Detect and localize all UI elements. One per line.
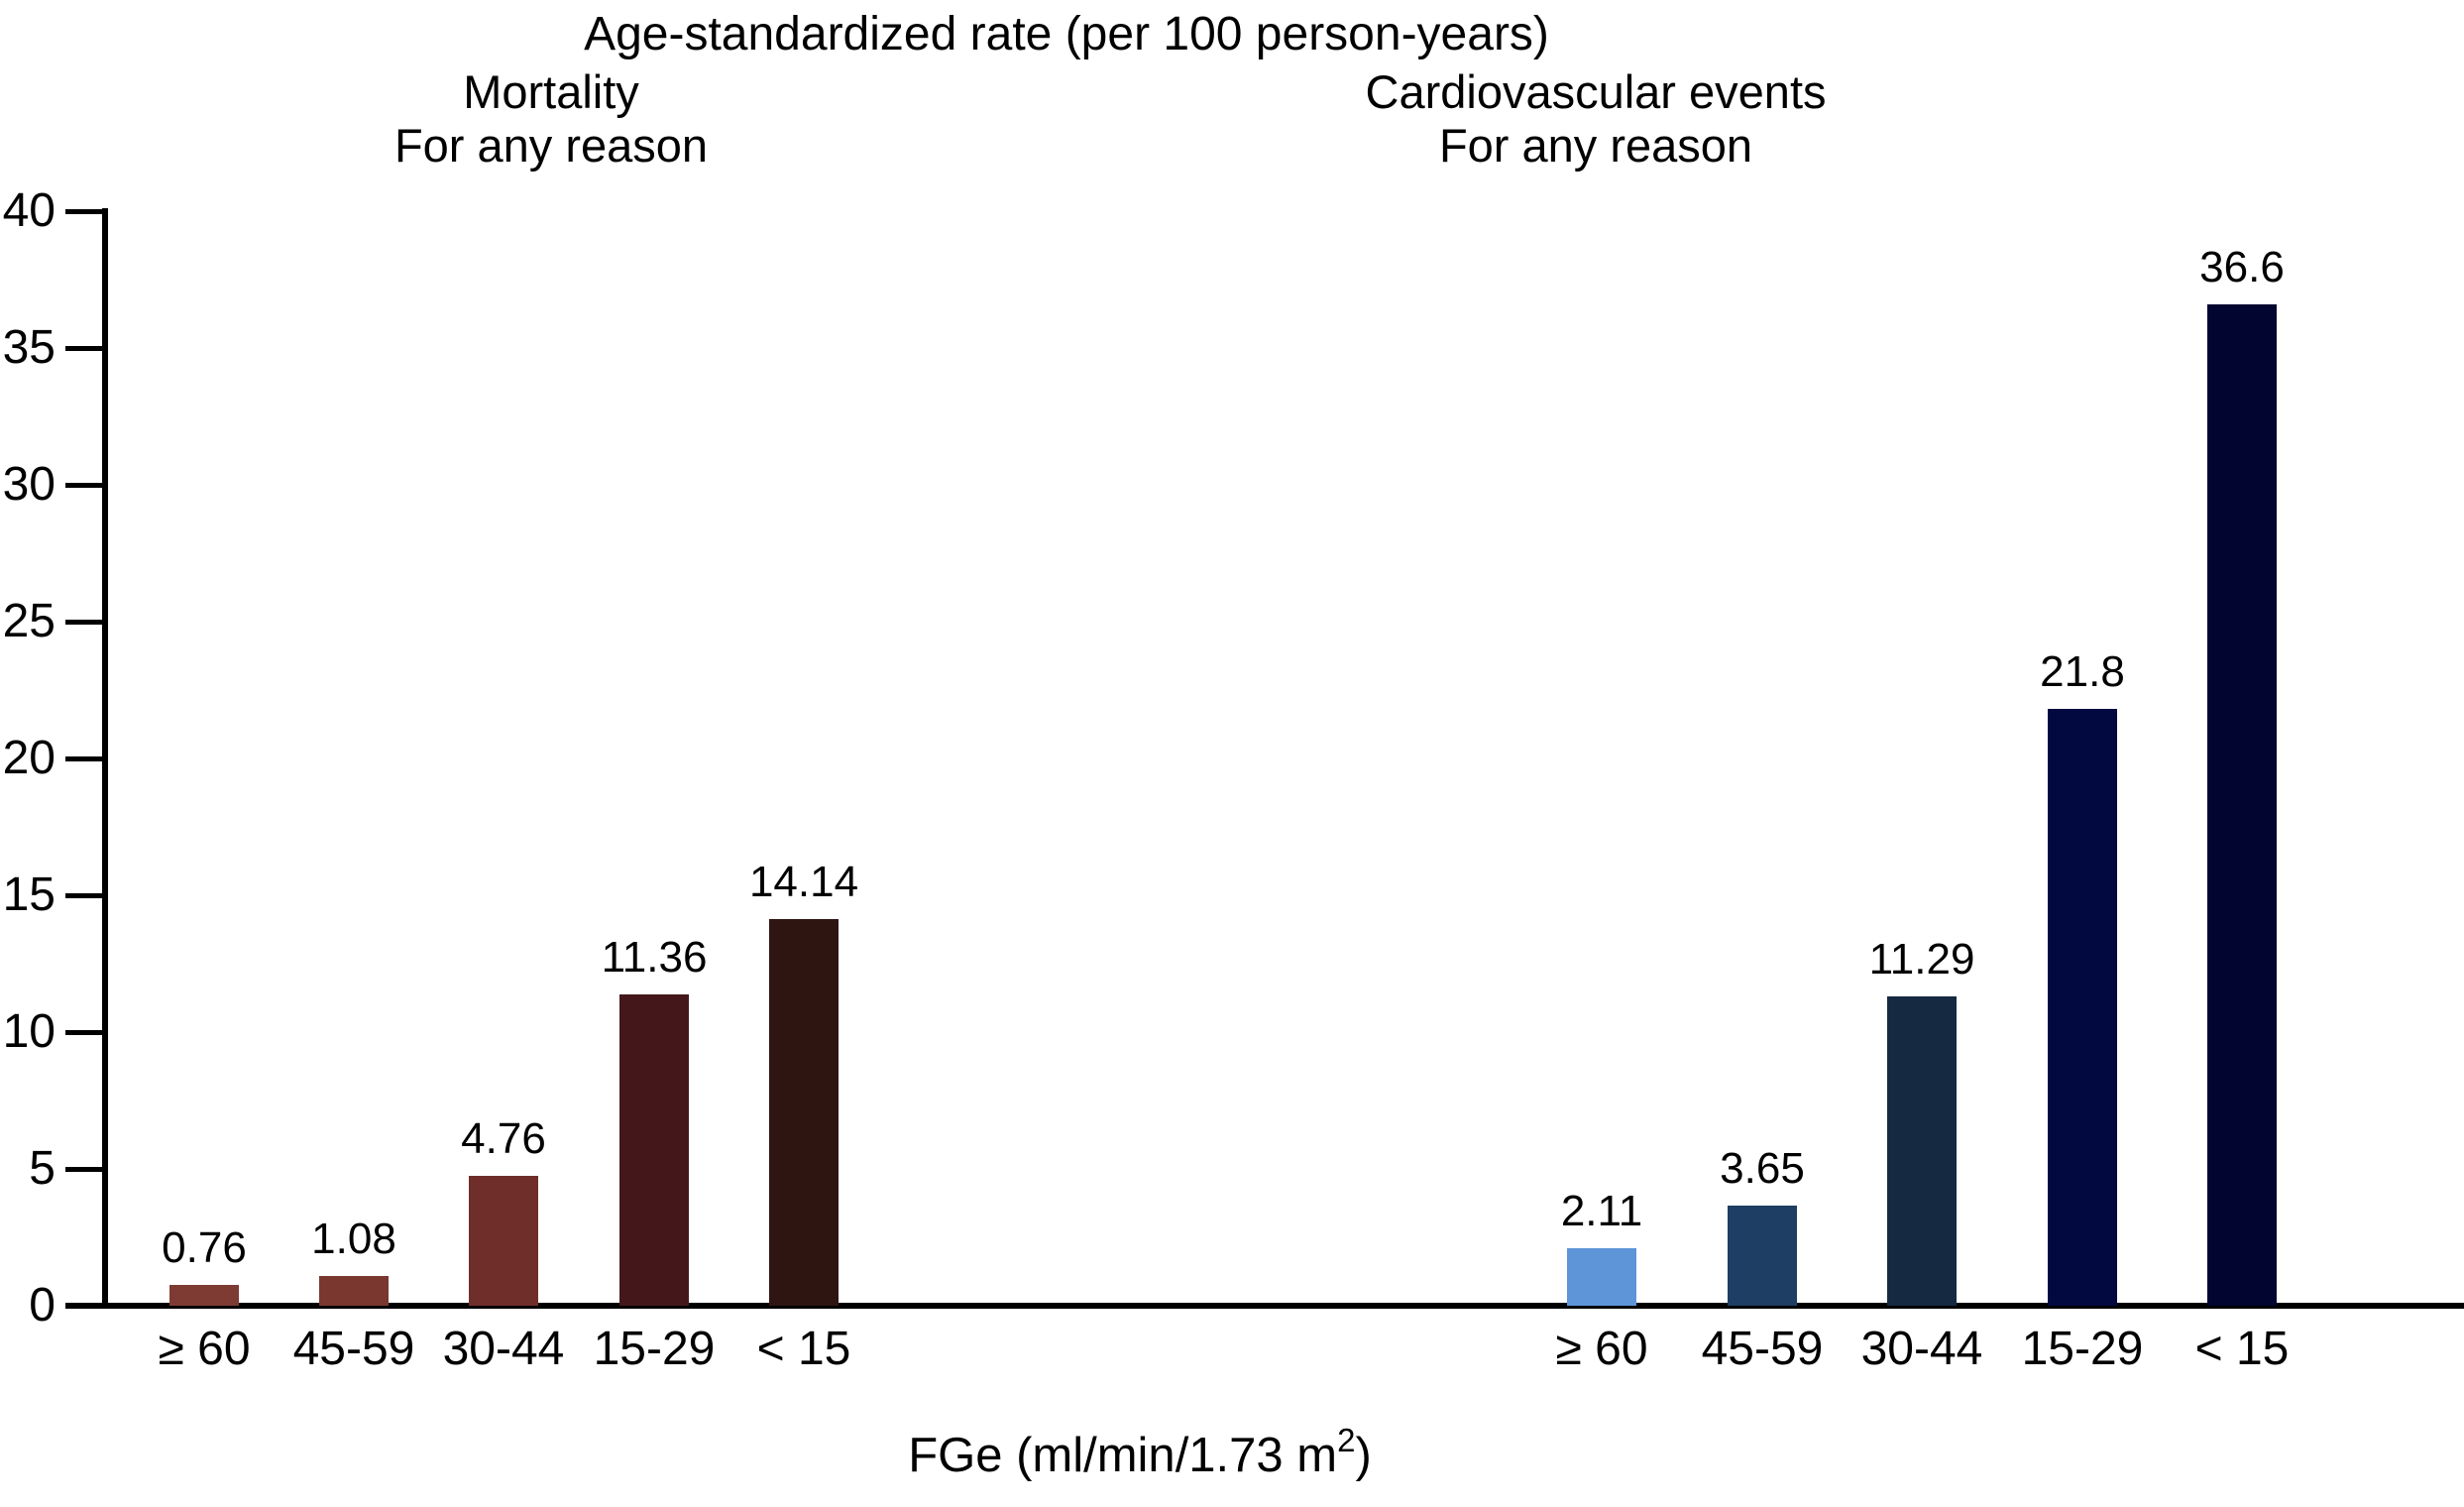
bar-cardiovascular-events-4 bbox=[2207, 303, 2277, 1306]
x-axis-title: FGe (ml/min/1.73 m2) bbox=[743, 1424, 1536, 1483]
cardiovascular-subtitle-line2: For any reason bbox=[1438, 119, 1753, 172]
mortality-subtitle-line2: For any reason bbox=[393, 119, 709, 172]
y-axis-tick bbox=[65, 482, 105, 488]
x-axis-title-close: ) bbox=[1355, 1429, 1372, 1482]
bar-mortality-4 bbox=[769, 918, 839, 1306]
x-axis-line bbox=[65, 1303, 2464, 1309]
y-tick-label: 30 bbox=[2, 458, 56, 511]
y-axis-tick bbox=[65, 208, 105, 214]
bar-value-label: 11.29 bbox=[1868, 935, 1975, 985]
category-label: ≥ 60 bbox=[158, 1323, 251, 1375]
bar-value-label: 36.6 bbox=[2199, 242, 2285, 291]
bar-cardiovascular-events-0 bbox=[1567, 1247, 1636, 1306]
y-axis-tick bbox=[65, 755, 105, 761]
category-label: 15-29 bbox=[2021, 1323, 2144, 1375]
bar-value-label: 11.36 bbox=[601, 933, 708, 983]
category-label: 30-44 bbox=[1860, 1323, 1983, 1375]
mortality-subtitle: Mortality For any reason bbox=[254, 65, 848, 173]
y-axis-line bbox=[102, 208, 108, 1309]
category-label: ≥ 60 bbox=[1555, 1323, 1648, 1375]
bar-value-label: 4.76 bbox=[461, 1113, 546, 1163]
chart-title: Age-standardized rate (per 100 person-ye… bbox=[584, 8, 1549, 60]
cardiovascular-subtitle: Cardiovascular events For any reason bbox=[1298, 65, 1893, 173]
y-tick-label: 10 bbox=[2, 1005, 56, 1058]
y-tick-label: 40 bbox=[2, 184, 56, 237]
bar-value-label: 3.65 bbox=[1720, 1144, 1805, 1194]
category-label: 45-59 bbox=[292, 1323, 415, 1375]
y-axis-tick bbox=[65, 345, 105, 351]
y-axis-tick bbox=[65, 1166, 105, 1172]
y-tick-label: 15 bbox=[2, 869, 56, 921]
category-label: 30-44 bbox=[442, 1323, 565, 1375]
bar-mortality-2 bbox=[469, 1175, 538, 1306]
x-axis-title-superscript: 2 bbox=[1337, 1422, 1356, 1458]
bar-cardiovascular-events-1 bbox=[1728, 1206, 1797, 1306]
category-label: 15-29 bbox=[593, 1323, 716, 1375]
y-axis-tick bbox=[65, 1029, 105, 1035]
y-tick-label: 25 bbox=[2, 595, 56, 647]
x-axis-title-text: FGe (ml/min/1.73 m bbox=[908, 1429, 1338, 1482]
y-tick-label: 20 bbox=[2, 732, 56, 784]
y-tick-label: 5 bbox=[29, 1142, 56, 1195]
category-label: < 15 bbox=[2194, 1323, 2290, 1375]
y-tick-label: 0 bbox=[29, 1279, 56, 1332]
category-label: < 15 bbox=[756, 1323, 851, 1375]
category-label: 45-59 bbox=[1701, 1323, 1824, 1375]
mortality-subtitle-line1: Mortality bbox=[463, 65, 639, 118]
y-axis-tick bbox=[65, 619, 105, 625]
y-axis-tick bbox=[65, 892, 105, 898]
bar-mortality-0 bbox=[169, 1285, 239, 1306]
bar-value-label: 1.08 bbox=[311, 1215, 396, 1264]
cardiovascular-subtitle-line1: Cardiovascular events bbox=[1365, 65, 1827, 118]
bar-mortality-3 bbox=[619, 994, 689, 1306]
bar-cardiovascular-events-2 bbox=[1887, 996, 1957, 1306]
bar-value-label: 21.8 bbox=[2040, 647, 2125, 697]
bar-value-label: 0.76 bbox=[162, 1223, 247, 1273]
y-tick-label: 35 bbox=[2, 321, 56, 374]
bar-mortality-1 bbox=[319, 1276, 389, 1306]
bar-value-label: 2.11 bbox=[1560, 1186, 1643, 1235]
bar-value-label: 14.14 bbox=[748, 857, 859, 906]
bar-cardiovascular-events-3 bbox=[2048, 709, 2117, 1306]
